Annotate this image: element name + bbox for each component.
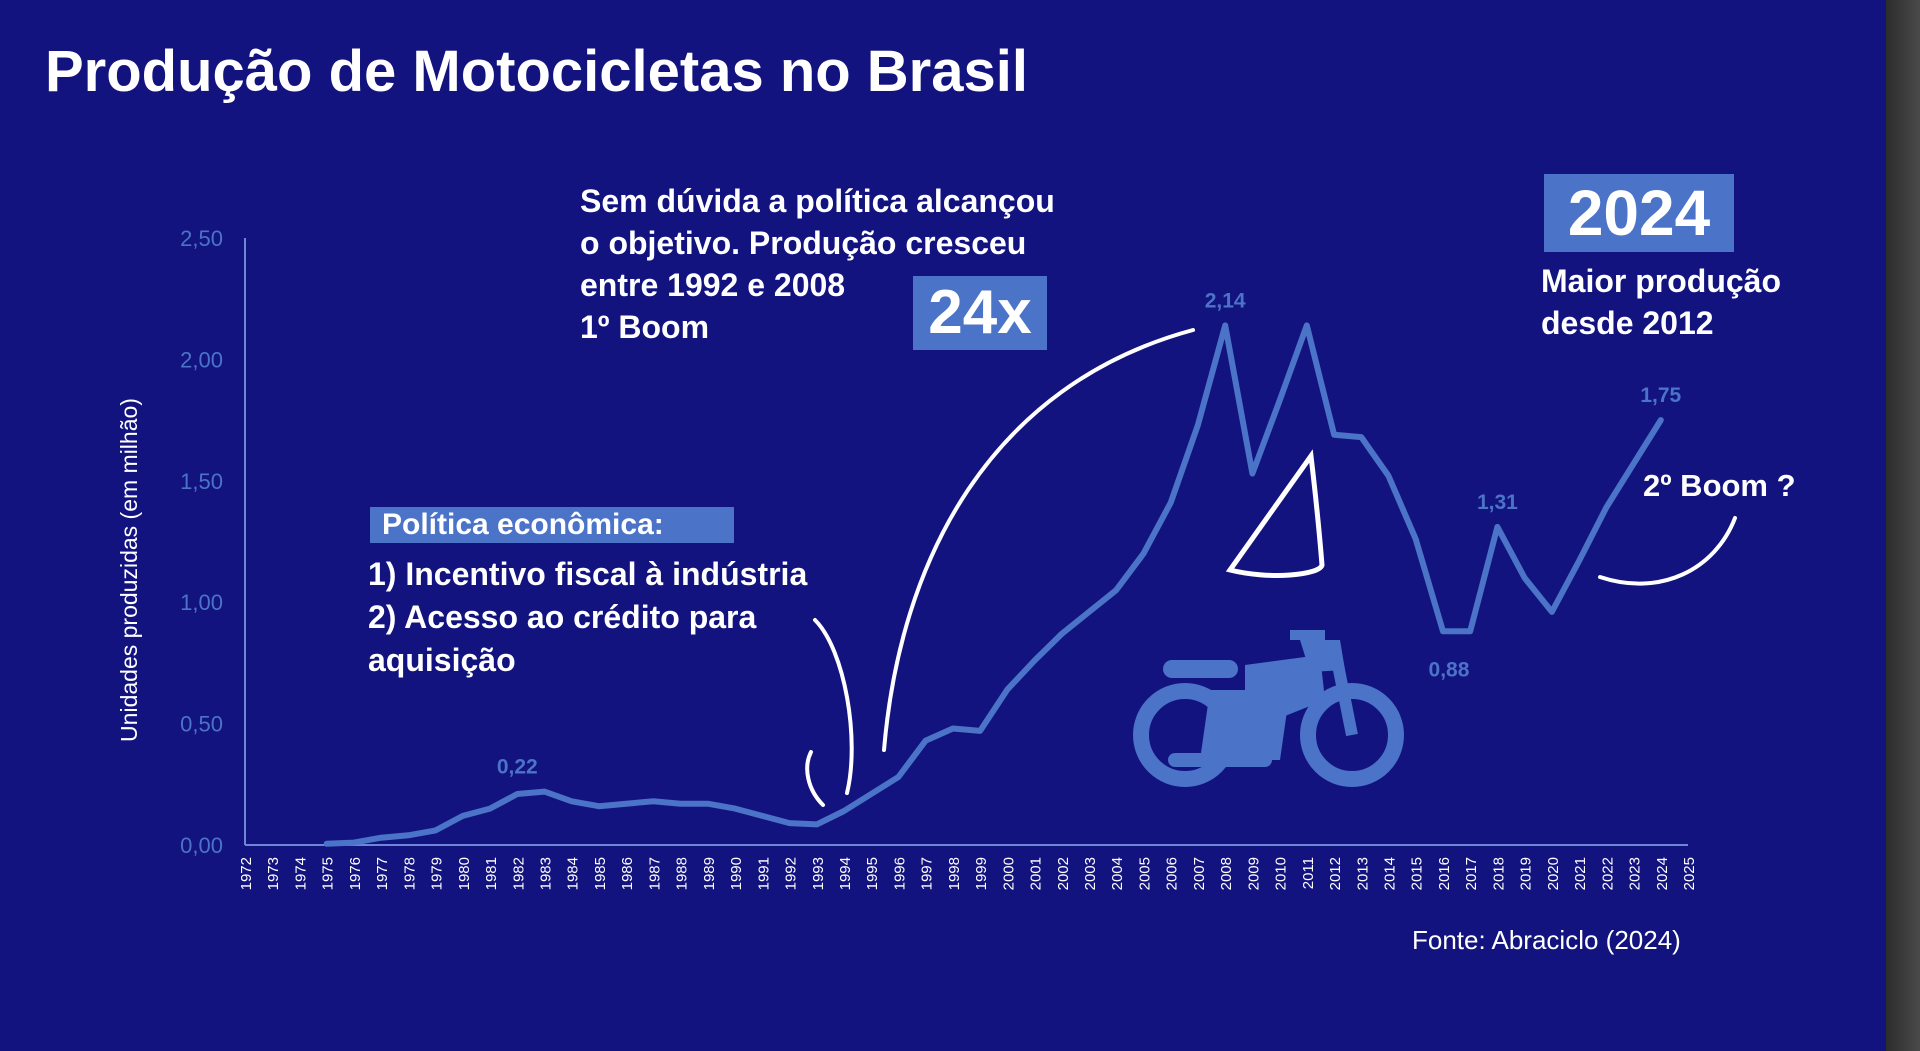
year-badge: 2024 bbox=[1544, 174, 1734, 252]
series-line bbox=[323, 322, 1664, 847]
y-axis-title: Unidades produzidas (em milhão) bbox=[116, 398, 142, 742]
x-tick-label: 2013 bbox=[1354, 857, 1371, 890]
window-edge bbox=[1886, 0, 1920, 1051]
first-boom-line: entre 1992 e 2008 bbox=[580, 267, 846, 303]
x-tick-label: 2022 bbox=[1599, 857, 1616, 890]
x-ticks: 1972 1973 1974 1975 1976 1977 1978 1979 1980 1981… bbox=[238, 857, 1698, 890]
sketch-triangle bbox=[1225, 449, 1325, 578]
policy-list: 1) Incentivo fiscal à indústria 2) Acess… bbox=[368, 553, 807, 682]
policy-heading: Política econômica: bbox=[370, 507, 734, 543]
x-tick-label: 2010 bbox=[1273, 857, 1290, 890]
x-tick-label: 1988 bbox=[674, 857, 691, 890]
x-tick-label: 2007 bbox=[1191, 857, 1208, 890]
first-boom-line: Sem dúvida a política alcançou bbox=[580, 183, 1055, 219]
x-tick-label: 2020 bbox=[1545, 857, 1562, 890]
x-tick-label: 2019 bbox=[1518, 857, 1535, 890]
year-note-line: Maior produção bbox=[1541, 263, 1782, 299]
x-tick-label: 1991 bbox=[755, 857, 772, 890]
x-tick-label: 1987 bbox=[646, 857, 663, 890]
x-tick-label: 2024 bbox=[1654, 857, 1671, 890]
data-label: 1,75 bbox=[1640, 384, 1681, 407]
x-tick-label: 1997 bbox=[919, 857, 936, 890]
slide-title: Produção de Motocicletas no Brasil bbox=[45, 39, 1028, 104]
x-tick-label: 1995 bbox=[864, 857, 881, 890]
arrow-second-boom bbox=[1598, 516, 1737, 586]
x-tick-label: 1972 bbox=[238, 857, 255, 890]
x-tick-label: 2023 bbox=[1627, 857, 1644, 890]
x-tick-label: 2017 bbox=[1463, 857, 1480, 890]
x-tick-label: 1986 bbox=[619, 857, 636, 890]
x-tick-label: 1992 bbox=[783, 857, 800, 890]
annotation-arrows bbox=[805, 328, 1737, 807]
first-boom-line: 1º Boom bbox=[580, 309, 710, 345]
x-tick-label: 1974 bbox=[292, 857, 309, 890]
x-tick-label: 2001 bbox=[1028, 857, 1045, 890]
y-tick-label: 1,00 bbox=[180, 590, 223, 615]
x-tick-label: 1975 bbox=[320, 857, 337, 890]
x-tick-label: 1980 bbox=[456, 857, 473, 890]
x-tick-label: 1985 bbox=[592, 857, 609, 890]
x-tick-label: 1984 bbox=[565, 857, 582, 890]
chart-axes bbox=[244, 238, 1688, 846]
x-tick-label: 1998 bbox=[946, 857, 963, 890]
y-tick-label: 0,50 bbox=[180, 712, 223, 737]
x-tick-label: 2000 bbox=[1000, 857, 1017, 890]
x-tick-label: 1996 bbox=[891, 857, 908, 890]
x-tick-label: 1981 bbox=[483, 857, 500, 890]
x-tick-label: 1979 bbox=[429, 857, 446, 890]
data-label: 0,88 bbox=[1429, 658, 1470, 681]
y-tick-label: 1,50 bbox=[180, 469, 223, 494]
x-tick-label: 1990 bbox=[728, 857, 745, 890]
chart-series bbox=[323, 322, 1664, 847]
x-tick-label: 2008 bbox=[1218, 857, 1235, 890]
x-tick-label: 2006 bbox=[1164, 857, 1181, 890]
growth-badge: 24x bbox=[913, 276, 1047, 350]
x-tick-label: 2018 bbox=[1490, 857, 1507, 890]
x-tick-label: 2025 bbox=[1681, 857, 1698, 890]
x-tick-label: 1989 bbox=[701, 857, 718, 890]
x-tick-label: 2011 bbox=[1300, 857, 1317, 889]
year-note: Maior produção desde 2012 bbox=[1541, 260, 1781, 344]
x-tick-label: 2003 bbox=[1082, 857, 1099, 890]
policy-item: 2) Acesso ao crédito para bbox=[368, 599, 757, 635]
x-tick-label: 2012 bbox=[1327, 857, 1344, 890]
x-tick-label: 2009 bbox=[1245, 857, 1262, 890]
motorcycle-icon bbox=[1133, 630, 1404, 787]
x-tick-label: 2002 bbox=[1055, 857, 1072, 890]
x-tick-label: 1993 bbox=[810, 857, 827, 890]
x-tick-label: 2004 bbox=[1109, 857, 1126, 890]
x-tick-label: 2021 bbox=[1572, 857, 1589, 890]
y-tick-label: 2,50 bbox=[180, 226, 223, 251]
data-label: 1,31 bbox=[1477, 491, 1518, 514]
source-note: Fonte: Abraciclo (2024) bbox=[1412, 925, 1681, 955]
data-labels: 0,22 2,14 0,88 1,31 1,75 bbox=[497, 289, 1682, 778]
x-tick-label: 2014 bbox=[1382, 857, 1399, 890]
y-tick-label: 2,00 bbox=[180, 347, 223, 372]
x-tick-label: 2015 bbox=[1409, 857, 1426, 890]
arrow-to-peak bbox=[882, 328, 1195, 752]
x-tick-label: 1999 bbox=[973, 857, 990, 890]
data-label: 0,22 bbox=[497, 756, 538, 779]
x-tick-label: 1977 bbox=[374, 857, 391, 890]
x-tick-label: 1983 bbox=[537, 857, 554, 890]
x-tick-label: 1978 bbox=[401, 857, 418, 890]
y-tick-label: 0,00 bbox=[180, 833, 223, 858]
x-tick-label: 2016 bbox=[1436, 857, 1453, 890]
arrow-policy bbox=[813, 618, 854, 795]
first-boom-note: Sem dúvida a política alcançou o objetiv… bbox=[580, 180, 1055, 348]
y-ticks: 0,00 0,50 1,00 1,50 2,00 2,50 bbox=[180, 226, 223, 858]
x-tick-label: 1982 bbox=[510, 857, 527, 890]
x-tick-label: 2005 bbox=[1136, 857, 1153, 890]
x-tick-label: 1994 bbox=[837, 857, 854, 890]
policy-item: aquisição bbox=[368, 642, 516, 678]
year-note-line: desde 2012 bbox=[1541, 305, 1714, 341]
arrow-small-hook bbox=[805, 750, 825, 807]
data-label: 2,14 bbox=[1205, 289, 1246, 312]
x-tick-label: 1976 bbox=[347, 857, 364, 890]
second-boom-note: 2º Boom ? bbox=[1643, 468, 1796, 503]
first-boom-line: o objetivo. Produção cresceu bbox=[580, 225, 1027, 261]
policy-item: 1) Incentivo fiscal à indústria bbox=[368, 556, 808, 592]
x-tick-label: 1973 bbox=[265, 857, 282, 890]
